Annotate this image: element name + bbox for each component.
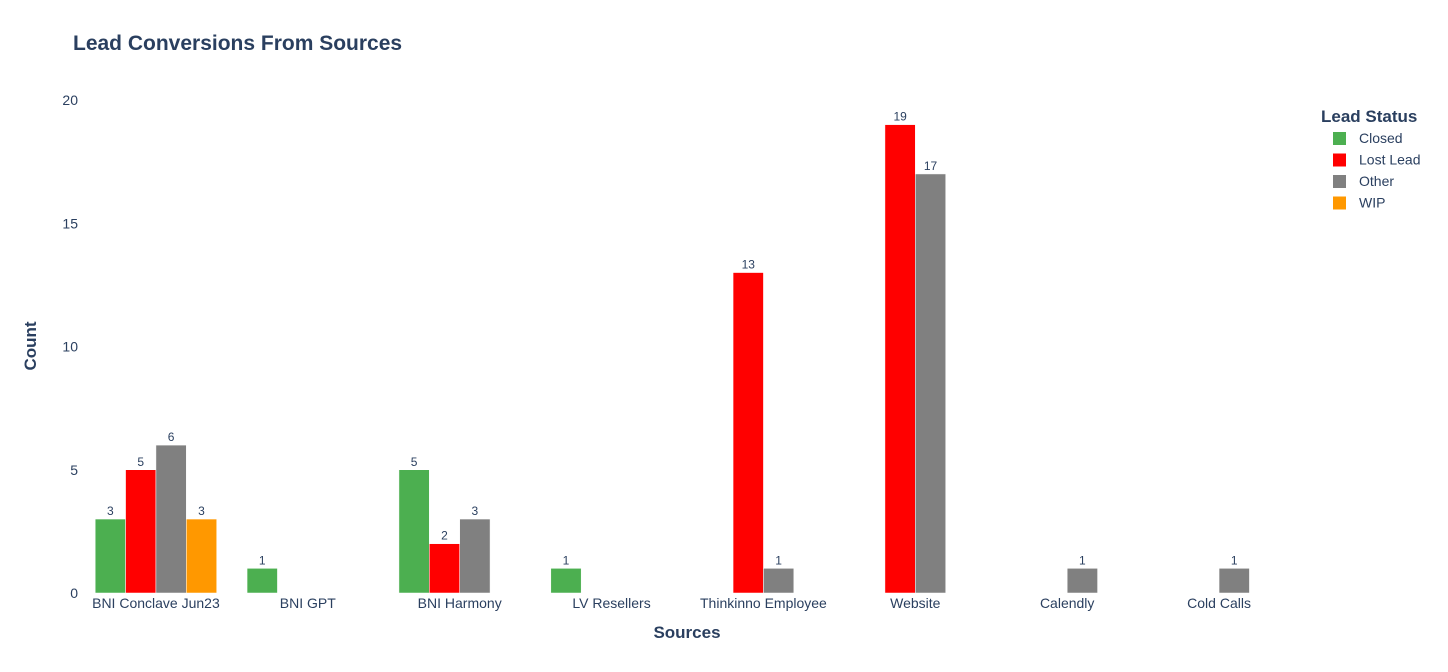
bar-lost-lead — [429, 543, 460, 594]
bar-value-label: 6 — [168, 430, 175, 444]
x-axis-title: Sources — [653, 623, 720, 642]
bar-value-label: 3 — [472, 504, 479, 518]
bar-other — [155, 444, 187, 594]
y-tick-label: 20 — [62, 92, 78, 108]
bar-value-label: 2 — [441, 529, 448, 543]
x-tick-label: Calendly — [1040, 595, 1094, 611]
legend-item-label: Lost Lead — [1359, 152, 1421, 168]
x-tick-label: Website — [890, 595, 941, 611]
bar-value-label: 17 — [924, 159, 938, 173]
chart-title: Lead Conversions From Sources — [73, 32, 402, 55]
bar-closed — [398, 469, 430, 594]
legend-swatch — [1333, 153, 1346, 167]
legend-swatch — [1333, 175, 1346, 188]
bar-value-label: 1 — [1079, 553, 1086, 567]
bar-lost-lead — [884, 124, 916, 594]
bar-other — [763, 568, 795, 594]
y-tick-label: 10 — [62, 339, 78, 355]
x-tick-label: BNI Conclave Jun23 — [92, 595, 220, 611]
x-tick-label: BNI Harmony — [418, 595, 502, 611]
legend-title: Lead Status — [1321, 107, 1417, 126]
bar-other — [459, 518, 491, 594]
y-axis-title: Count — [21, 321, 40, 370]
y-tick-label: 5 — [70, 462, 78, 478]
y-tick-label: 0 — [70, 585, 78, 601]
x-tick-label: LV Resellers — [572, 595, 650, 611]
bar-value-label: 3 — [107, 504, 114, 518]
bar-closed — [94, 518, 126, 594]
x-tick-label: BNI GPT — [280, 595, 336, 611]
bar-value-label: 1 — [775, 553, 782, 567]
legend: Lead Status Closed Lost Lead Other WIP — [1321, 107, 1421, 211]
bar-other — [1066, 568, 1098, 594]
bar-other — [915, 173, 946, 594]
bar-wip — [186, 518, 217, 594]
bar-value-label: 5 — [411, 455, 418, 469]
legend-item-label: Closed — [1359, 130, 1403, 146]
bar-lost-lead — [125, 469, 157, 594]
bar-lost-lead — [732, 272, 764, 594]
legend-swatch — [1333, 196, 1346, 210]
bar-value-label: 13 — [742, 258, 756, 272]
bar-value-label: 5 — [137, 455, 144, 469]
y-tick-label: 15 — [62, 215, 78, 231]
x-tick-label: Cold Calls — [1187, 595, 1251, 611]
bar-value-label: 1 — [259, 553, 266, 567]
x-tick-label: Thinkinno Employee — [700, 595, 827, 611]
bar-closed — [550, 568, 582, 594]
bar-value-label: 1 — [563, 553, 570, 567]
bar-other — [1218, 568, 1250, 594]
legend-item-label: WIP — [1359, 195, 1385, 211]
x-axis: BNI Conclave Jun23 BNI GPT BNI Harmony LV R… — [92, 595, 1251, 611]
bar-value-label: 1 — [1231, 553, 1238, 567]
bar-value-label: 3 — [198, 504, 205, 518]
legend-swatch — [1333, 132, 1346, 145]
bar-value-label: 19 — [893, 110, 907, 124]
plot-area: 3 5 6 3 1 5 2 3 1 13 1 19 17 1 1 — [94, 110, 1250, 594]
legend-item-label: Other — [1359, 173, 1394, 189]
bar-closed — [246, 568, 278, 594]
y-axis: 0 5 10 15 20 — [62, 92, 78, 601]
